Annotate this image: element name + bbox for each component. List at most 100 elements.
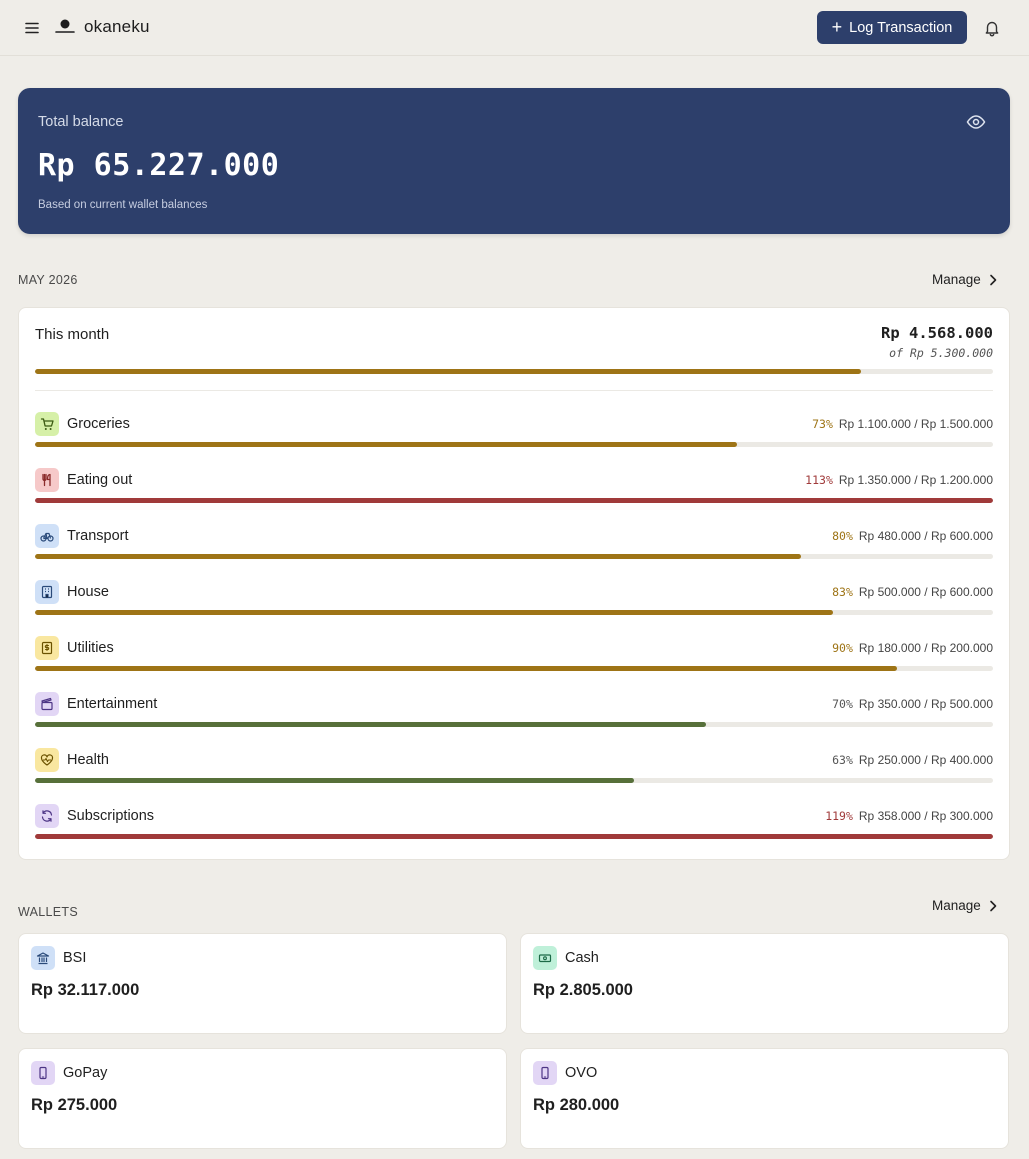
month-limit: of Rp 5.300.000 xyxy=(889,346,993,360)
category-progress-track xyxy=(35,610,993,615)
bank-icon xyxy=(36,952,50,965)
bell-icon[interactable] xyxy=(983,19,1001,37)
wallet-card[interactable]: BSI Rp 32.117.000 xyxy=(18,933,507,1034)
category-amount: Rp 1.350.000 / Rp 1.200.000 xyxy=(838,473,993,487)
category-amount-group: 119% Rp 358.000 / Rp 300.000 xyxy=(825,809,993,823)
wallet-icon-box xyxy=(533,1061,557,1085)
category-percent: 83% xyxy=(832,585,853,599)
budget-category-row[interactable]: Eating out 113% Rp 1.350.000 / Rp 1.200.00… xyxy=(19,468,1009,524)
phone-icon xyxy=(39,1066,47,1080)
month-progress-fill xyxy=(35,369,861,374)
category-progress-fill xyxy=(35,610,833,615)
category-progress-track xyxy=(35,722,993,727)
wallet-card[interactable]: OVO Rp 280.000 xyxy=(520,1048,1009,1149)
budget-manage-link[interactable]: Manage xyxy=(932,272,997,287)
category-name: Transport xyxy=(67,528,129,544)
budget-category-row[interactable]: House 83% Rp 500.000 / Rp 600.000 xyxy=(19,580,1009,636)
category-percent: 119% xyxy=(825,809,853,823)
category-icon-box xyxy=(35,748,59,772)
brand-logo[interactable]: okaneku xyxy=(54,17,150,37)
manage-label: Manage xyxy=(932,898,981,913)
budget-category-row[interactable]: Subscriptions 119% Rp 358.000 / Rp 300.000 xyxy=(19,804,1009,860)
wallet-icon-box xyxy=(31,1061,55,1085)
category-amount: Rp 1.100.000 / Rp 1.500.000 xyxy=(838,417,993,431)
budget-section-title: MAY 2026 xyxy=(18,273,78,287)
category-amount-group: 113% Rp 1.350.000 / Rp 1.200.000 xyxy=(805,473,993,487)
category-name: Subscriptions xyxy=(67,808,155,824)
eye-icon[interactable] xyxy=(966,113,986,131)
budget-category-row[interactable]: Health 63% Rp 250.000 / Rp 400.000 xyxy=(19,748,1009,804)
category-icon-box xyxy=(35,412,59,436)
category-progress-track xyxy=(35,498,993,503)
category-icon-box xyxy=(35,580,59,604)
category-progress-fill xyxy=(35,778,634,783)
logo-mark-icon xyxy=(55,19,75,33)
category-amount: Rp 480.000 / Rp 600.000 xyxy=(858,529,993,543)
category-progress-track xyxy=(35,442,993,447)
category-percent: 63% xyxy=(832,753,853,767)
hamburger-icon[interactable] xyxy=(22,18,42,38)
monthly-budget-card: This month Rp 4.568.000 of Rp 5.300.000 … xyxy=(18,307,1010,860)
utensils-icon xyxy=(42,473,51,487)
log-transaction-label: Log Transaction xyxy=(849,19,953,36)
category-amount: Rp 350.000 / Rp 500.000 xyxy=(858,697,993,711)
category-amount: Rp 500.000 / Rp 600.000 xyxy=(858,585,993,599)
manage-label: Manage xyxy=(932,272,981,287)
category-amount-group: 80% Rp 480.000 / Rp 600.000 xyxy=(832,529,993,543)
bicycle-icon xyxy=(40,532,54,542)
category-icon-box xyxy=(35,468,59,492)
budget-category-row[interactable]: Transport 80% Rp 480.000 / Rp 600.000 xyxy=(19,524,1009,580)
refresh-icon xyxy=(41,810,53,822)
wallet-balance: Rp 32.117.000 xyxy=(31,981,140,999)
wallet-icon-box xyxy=(533,946,557,970)
budget-category-row[interactable]: Utilities 90% Rp 180.000 / Rp 200.000 xyxy=(19,636,1009,692)
clapper-icon xyxy=(41,697,53,711)
wallet-name: OVO xyxy=(565,1065,598,1081)
category-icon-box xyxy=(35,692,59,716)
total-balance-card: Total balance Rp 65.227.000 Based on cur… xyxy=(18,88,1010,234)
category-name: Health xyxy=(67,752,109,768)
category-icon-box xyxy=(35,636,59,660)
balance-value: Rp 65.227.000 xyxy=(38,148,280,183)
this-month-label: This month xyxy=(35,326,110,343)
balance-note: Based on current wallet balances xyxy=(38,199,208,211)
category-name: Eating out xyxy=(67,472,133,488)
wallet-card[interactable]: Cash Rp 2.805.000 xyxy=(520,933,1009,1034)
top-bar: okaneku + Log Transaction xyxy=(0,0,1029,56)
wallet-name: GoPay xyxy=(63,1065,108,1081)
chevron-right-icon xyxy=(989,274,997,285)
wallet-balance: Rp 280.000 xyxy=(533,1096,620,1114)
heart-pulse-icon xyxy=(40,754,54,766)
category-name: Entertainment xyxy=(67,696,158,712)
category-amount-group: 83% Rp 500.000 / Rp 600.000 xyxy=(832,585,993,599)
category-progress-track xyxy=(35,834,993,839)
wallet-icon-box xyxy=(31,946,55,970)
cart-icon xyxy=(40,418,54,430)
divider xyxy=(35,390,993,391)
log-transaction-button[interactable]: + Log Transaction xyxy=(817,11,967,44)
category-progress-fill xyxy=(35,834,993,839)
category-progress-fill xyxy=(35,442,738,447)
category-progress-track xyxy=(35,666,993,671)
category-amount-group: 73% Rp 1.100.000 / Rp 1.500.000 xyxy=(812,417,993,431)
wallets-manage-link[interactable]: Manage xyxy=(932,898,997,913)
banknote-icon xyxy=(538,954,552,963)
category-amount: Rp 250.000 / Rp 400.000 xyxy=(858,753,993,767)
category-name: Utilities xyxy=(67,640,114,656)
wallet-card[interactable]: GoPay Rp 275.000 xyxy=(18,1048,507,1149)
phone-icon xyxy=(541,1066,549,1080)
category-icon-box xyxy=(35,524,59,548)
category-amount-group: 90% Rp 180.000 / Rp 200.000 xyxy=(832,641,993,655)
category-progress-track xyxy=(35,778,993,783)
category-percent: 113% xyxy=(805,473,833,487)
category-name: House xyxy=(67,584,109,600)
budget-category-row[interactable]: Entertainment 70% Rp 350.000 / Rp 500.000 xyxy=(19,692,1009,748)
receipt-icon xyxy=(41,641,53,655)
category-amount-group: 70% Rp 350.000 / Rp 500.000 xyxy=(832,697,993,711)
chevron-right-icon xyxy=(989,900,997,911)
category-amount: Rp 180.000 / Rp 200.000 xyxy=(858,641,993,655)
wallet-balance: Rp 275.000 xyxy=(31,1096,118,1114)
month-spent: Rp 4.568.000 xyxy=(881,324,993,342)
category-percent: 73% xyxy=(812,417,833,431)
budget-category-row[interactable]: Groceries 73% Rp 1.100.000 / Rp 1.500.000 xyxy=(19,412,1009,468)
